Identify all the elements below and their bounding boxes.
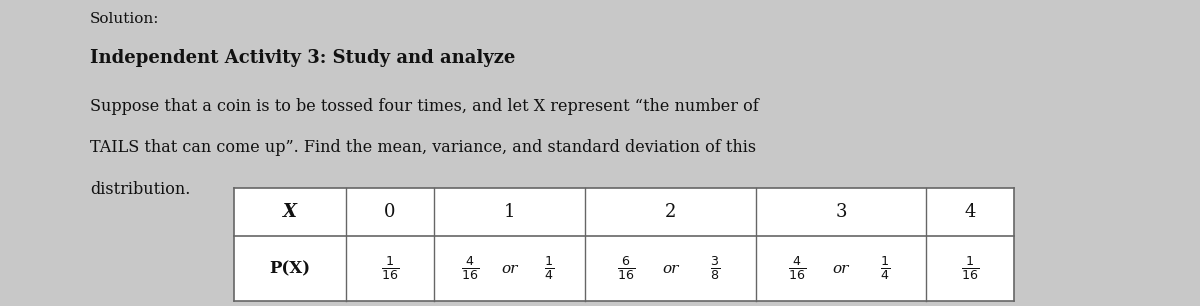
Text: distribution.: distribution. (90, 181, 191, 198)
Text: TAILS that can come up”. Find the mean, variance, and standard deviation of this: TAILS that can come up”. Find the mean, … (90, 139, 756, 156)
Text: Solution:: Solution: (90, 12, 160, 26)
Text: 0: 0 (384, 203, 396, 221)
Text: $\mathregular{\frac{4}{16}}$: $\mathregular{\frac{4}{16}}$ (461, 255, 479, 282)
Text: $\mathregular{\frac{1}{4}}$: $\mathregular{\frac{1}{4}}$ (881, 255, 890, 282)
Text: P(X): P(X) (270, 260, 311, 277)
Text: or: or (833, 262, 850, 276)
Text: Independent Activity 3: Study and analyze: Independent Activity 3: Study and analyz… (90, 49, 515, 67)
Text: 3: 3 (835, 203, 847, 221)
Text: 4: 4 (965, 203, 976, 221)
Text: or: or (662, 262, 678, 276)
Text: $\mathregular{\frac{1}{16}}$: $\mathregular{\frac{1}{16}}$ (961, 255, 979, 282)
Text: $\mathregular{\frac{3}{8}}$: $\mathregular{\frac{3}{8}}$ (709, 255, 720, 282)
Text: 1: 1 (504, 203, 515, 221)
Text: $\mathregular{\frac{4}{16}}$: $\mathregular{\frac{4}{16}}$ (787, 255, 805, 282)
Text: or: or (502, 262, 517, 276)
Text: $\mathregular{\frac{1}{4}}$: $\mathregular{\frac{1}{4}}$ (544, 255, 553, 282)
Text: $\mathregular{\frac{1}{16}}$: $\mathregular{\frac{1}{16}}$ (380, 255, 400, 282)
Text: X: X (283, 203, 298, 221)
Text: Suppose that a coin is to be tossed four times, and let X represent “the number : Suppose that a coin is to be tossed four… (90, 98, 758, 115)
Text: $\mathregular{\frac{6}{16}}$: $\mathregular{\frac{6}{16}}$ (617, 255, 635, 282)
Text: 2: 2 (665, 203, 676, 221)
